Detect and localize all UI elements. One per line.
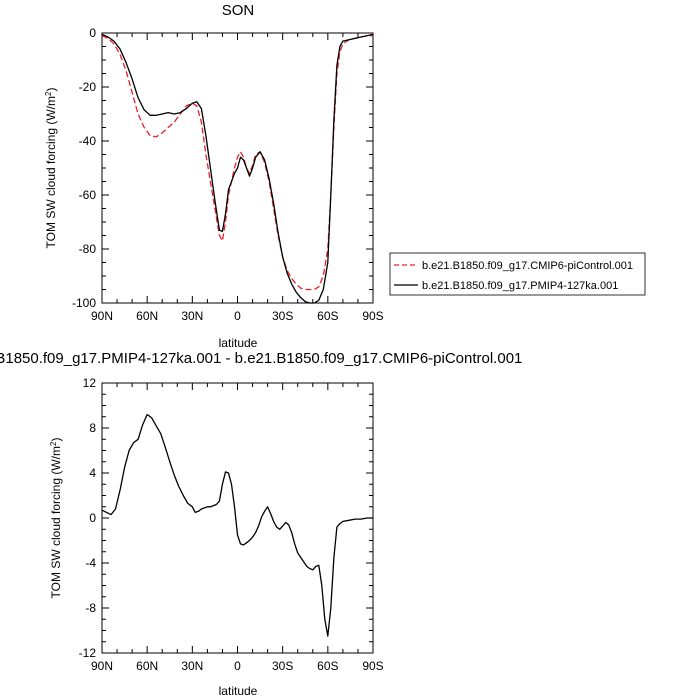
bottom-x-tick-label: 90N <box>91 659 113 673</box>
bottom-y-tick-label: -8 <box>85 601 96 615</box>
bottom-y-tick-label: 0 <box>89 511 96 525</box>
bottom-y-tick-label: -4 <box>85 556 96 570</box>
legend-label-control: b.e21.B1850.f09_g17.CMIP6-piControl.001 <box>422 260 633 272</box>
bottom-x-tick-label: 30S <box>272 659 293 673</box>
top-panel: SON 90N 60N 30N 0 30S 60S 90S 0 -20 -40 -60 -80 -100… <box>44 2 646 350</box>
top-series-line-1 <box>101 33 374 304</box>
bottom-x-tick-label: 60N <box>136 659 158 673</box>
top-chart-title: SON <box>222 2 255 19</box>
legend-box <box>389 252 646 296</box>
top-y-tick-label: -20 <box>79 80 97 94</box>
top-y-tick-label: -80 <box>79 242 97 256</box>
bottom-y-tick-label: 4 <box>89 466 96 480</box>
bottom-x-tick-label: 60S <box>317 659 338 673</box>
bottom-x-tick-label: 90S <box>362 659 383 673</box>
top-axis-ticks: 90N 60N 30N 0 30S 60S 90S 0 -20 -40 -60 -80 -100 <box>72 26 384 323</box>
bottom-y-tick-label: -12 <box>79 646 97 660</box>
top-series-lines <box>101 33 374 304</box>
legend: b.e21.B1850.f09_g17.CMIP6-piControl.001 … <box>389 252 646 296</box>
bottom-y-tick-label: 8 <box>89 421 96 435</box>
bottom-panel: b.e21.B1850.f09_g17.PMIP4-127ka.001 - b.… <box>0 350 522 698</box>
top-x-tick-label: 30N <box>181 309 203 323</box>
top-y-tick-label: -40 <box>79 134 97 148</box>
top-x-tick-label: 0 <box>234 309 241 323</box>
top-y-tick-label: -60 <box>79 188 97 202</box>
bottom-axis-ticks: 90N 60N 30N 0 30S 60S 90S 12 8 4 0 -4 -8 -12 <box>79 376 384 673</box>
bottom-x-axis-label: latitude <box>219 684 258 698</box>
bottom-x-tick-label: 30N <box>181 659 203 673</box>
bottom-chart-title: b.e21.B1850.f09_g17.PMIP4-127ka.001 - b.… <box>0 350 522 367</box>
bottom-y-axis-label: TOM SW cloud forcing (W/m2) <box>49 438 63 599</box>
bottom-y-tick-label: 12 <box>83 376 97 390</box>
top-x-tick-label: 30S <box>272 309 293 323</box>
bottom-series-line-0 <box>101 413 373 637</box>
top-x-tick-label: 90S <box>362 309 383 323</box>
bottom-series-lines <box>101 413 373 637</box>
top-x-tick-label: 60S <box>317 309 338 323</box>
top-x-axis-label: latitude <box>219 336 258 350</box>
legend-label-127ka: b.e21.B1850.f09_g17.PMIP4-127ka.001 <box>422 280 618 292</box>
top-y-tick-label: 0 <box>89 26 96 40</box>
top-x-tick-label: 60N <box>136 309 158 323</box>
top-y-axis-label: TOM SW cloud forcing (W/m2) <box>44 88 58 249</box>
top-y-tick-label: -100 <box>72 296 96 310</box>
bottom-x-tick-label: 0 <box>234 659 241 673</box>
top-x-tick-label: 90N <box>91 309 113 323</box>
